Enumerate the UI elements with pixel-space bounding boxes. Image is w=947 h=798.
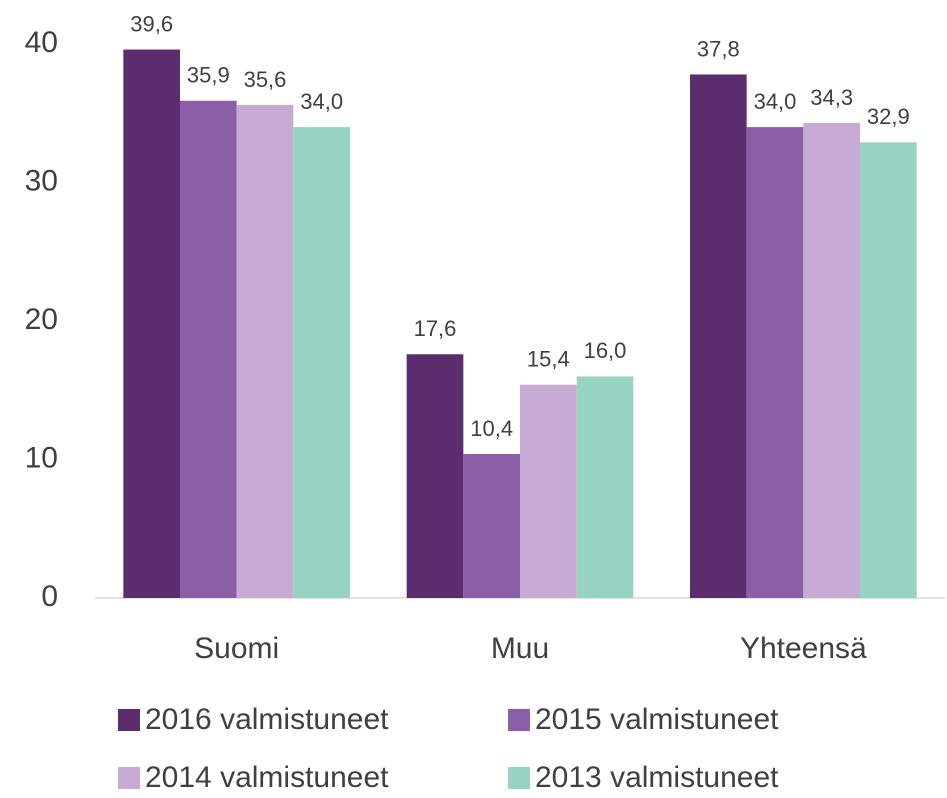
bar [860, 142, 917, 598]
legend-label: 2013 valmistuneet [535, 761, 779, 794]
data-label: 15,4 [527, 347, 570, 372]
bar [690, 74, 747, 599]
bar [236, 104, 294, 598]
data-label: 17,6 [414, 316, 457, 341]
x-tick-label: Yhteensä [740, 632, 867, 665]
data-label: 10,4 [470, 416, 513, 441]
y-tick-label: 40 [25, 26, 58, 59]
bar [180, 100, 237, 598]
data-label: 16,0 [584, 338, 627, 363]
bar [293, 127, 350, 598]
legend-swatch [118, 767, 140, 789]
data-label: 35,6 [244, 67, 287, 92]
y-tick-label: 30 [25, 164, 58, 197]
y-tick-label: 20 [25, 303, 58, 336]
bar [576, 376, 634, 598]
legend-swatch [508, 709, 530, 731]
x-tick-label: Muu [491, 632, 549, 665]
x-tick-label: Suomi [194, 632, 279, 665]
y-tick-label: 0 [41, 580, 58, 613]
bar [520, 384, 577, 598]
data-label: 34,3 [810, 85, 853, 110]
bar [123, 49, 180, 599]
legend-label: 2014 valmistuneet [145, 761, 389, 794]
y-tick-label: 10 [25, 441, 58, 474]
data-label: 37,8 [697, 36, 740, 61]
legend-swatch [508, 767, 530, 789]
bar [406, 354, 464, 598]
bar [746, 127, 804, 598]
data-label: 34,0 [754, 89, 797, 114]
data-label: 35,9 [187, 63, 230, 88]
legend-swatch [118, 709, 140, 731]
legend-label: 2016 valmistuneet [145, 703, 389, 736]
data-label: 32,9 [867, 104, 910, 129]
data-label: 34,0 [300, 89, 343, 114]
bar [463, 453, 520, 598]
legend-label: 2015 valmistuneet [535, 703, 779, 736]
data-label: 39,6 [130, 11, 173, 36]
bar [803, 122, 860, 598]
